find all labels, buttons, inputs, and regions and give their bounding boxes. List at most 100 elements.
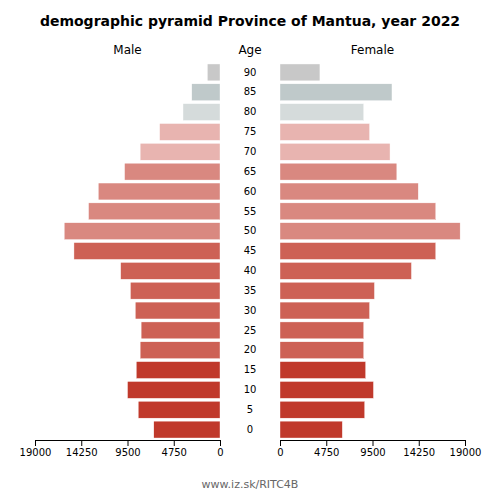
tick-label: 30 [244,305,257,316]
tick: 80 [244,106,257,117]
tick: 45 [244,245,257,256]
bars-right [280,64,460,438]
tick: 10 [244,384,257,395]
chart: 0 4750 9500 14250 19000 Male 0 4750 9500 14250 190… [0,0,500,500]
tick-label: 70 [244,146,257,157]
tick: 20 [244,344,257,355]
tick-label: 19000 [20,447,52,458]
tick: 70 [244,146,257,157]
tick-label: 25 [244,325,257,336]
bar [280,342,364,359]
bar [98,183,220,200]
bar [280,223,460,240]
tick: 4750 [314,440,339,458]
tick-label: 45 [244,245,257,256]
axis-title: Age [238,43,261,57]
series-label: Male [113,43,141,57]
tick-label: 65 [244,166,257,177]
bar [207,64,220,81]
tick-mark [174,440,175,446]
tick: 14250 [66,440,98,458]
bar [280,124,370,141]
tick: 9500 [115,440,140,458]
tick-label: 15 [244,364,257,375]
tick: 0 [277,440,283,458]
tick-mark [35,440,36,446]
tick-label: 0 [217,447,223,458]
tick-mark [220,440,221,446]
bar [280,401,365,418]
tick-label: 85 [244,86,257,97]
bar [280,322,364,339]
tick-mark [128,440,129,446]
bar [74,243,220,260]
tick: 90 [244,67,257,78]
tick: 30 [244,305,257,316]
tick: 15 [244,364,257,375]
series-label: Female [351,43,394,57]
x-axis: 0 4750 9500 14250 19000 [20,440,224,458]
tick-label: 14250 [66,447,98,458]
tick: 50 [244,225,257,236]
tick-mark [326,440,327,446]
tick: 19000 [20,440,52,458]
x-axis-line [36,441,221,447]
bar [140,143,220,160]
tick: 0 [217,440,223,458]
tick-label: 9500 [115,447,140,458]
tick-label: 75 [244,126,257,137]
bar [160,124,220,141]
footer: www.iz.sk/RITC4B [202,478,299,491]
tick-mark [465,440,466,446]
bar [141,322,220,339]
bar [280,262,411,279]
bar [154,421,220,438]
tick: 65 [244,166,257,177]
bar [280,183,418,200]
tick-mark [280,440,281,446]
tick-mark [419,440,420,446]
bar [280,104,364,121]
bar [280,362,366,379]
tick: 25 [244,325,257,336]
bar [130,282,220,299]
tick-label: 40 [244,265,257,276]
tick-label: 19000 [450,447,482,458]
tick-label: 5 [247,404,253,415]
tick-label: 20 [244,344,257,355]
bar [280,421,342,438]
tick: 5 [247,404,253,415]
tick: 55 [244,206,257,217]
tick-label: 50 [244,225,257,236]
tick-label: 90 [244,67,257,78]
bar [140,342,220,359]
bar [183,104,220,121]
tick: 40 [244,265,257,276]
tick-label: 0 [277,447,283,458]
tick-label: 14250 [403,447,435,458]
tick-label: 10 [244,384,257,395]
bars-left [64,64,220,438]
tick: 75 [244,126,257,137]
bar [280,143,390,160]
x-axis-line [281,441,466,447]
tick: 0 [247,424,253,435]
tick: 14250 [403,440,435,458]
tick: 85 [244,86,257,97]
bar [89,203,220,220]
category-axis: 0 5 10 15 20 25 30 35 40 45 50 55 60 65 70 75 80 85 90 [244,67,257,435]
tick-label: 4750 [314,447,339,458]
tick: 4750 [162,440,187,458]
bar [138,401,220,418]
tick: 60 [244,186,257,197]
bar [280,64,320,81]
bar [121,262,220,279]
tick-label: 35 [244,285,257,296]
tick-label: 9500 [360,447,385,458]
bar [125,163,220,180]
tick-label: 80 [244,106,257,117]
tick-label: 60 [244,186,257,197]
bar [64,223,220,240]
tick-label: 0 [247,424,253,435]
bar [135,302,220,319]
